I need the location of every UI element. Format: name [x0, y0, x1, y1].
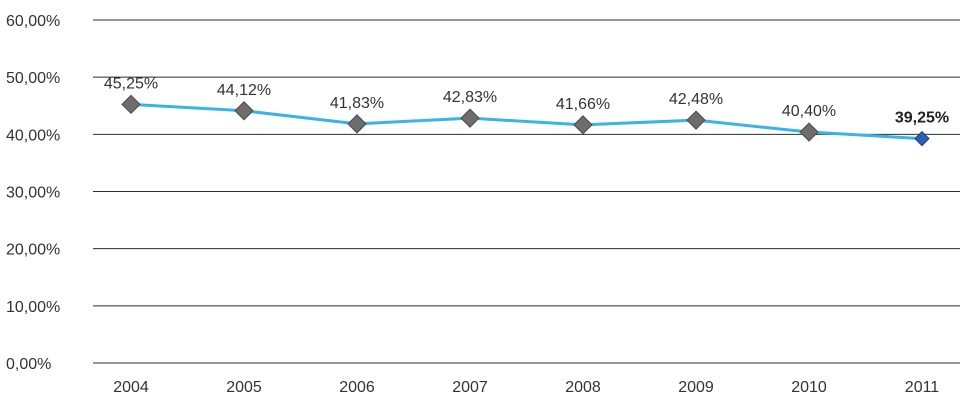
- grid-lines: [93, 19, 960, 364]
- data-label-2011: 39,25%: [895, 110, 949, 127]
- x-tick-label-2007: 2007: [452, 379, 488, 396]
- y-tick-label-10: 10,00%: [6, 299, 60, 316]
- y-tick-label-30: 30,00%: [6, 185, 60, 202]
- x-tick-label-2004: 2004: [113, 379, 149, 396]
- y-tick-label-0: 0,00%: [6, 356, 51, 373]
- x-tick-label-2009: 2009: [678, 379, 714, 396]
- data-label-2004: 45,25%: [104, 75, 158, 92]
- data-point-2009: [686, 110, 706, 130]
- data-point-2005: [234, 101, 254, 121]
- data-point-2004: [121, 94, 141, 115]
- y-tick-label-40: 40,00%: [6, 127, 60, 144]
- data-label-2010: 40,40%: [782, 103, 836, 120]
- data-point-2006: [347, 114, 367, 134]
- data-point-2008: [573, 115, 593, 135]
- data-markers: [121, 94, 930, 147]
- data-label-2008: 41,66%: [556, 96, 610, 113]
- y-tick-label-60: 60,00%: [6, 13, 60, 30]
- data-point-2010: [799, 122, 819, 142]
- x-axis-tick-labels: 2004 2005 2006 2007 2008 2009 2010 2011: [113, 379, 939, 396]
- data-point-2007: [460, 108, 480, 128]
- x-tick-label-2011: 2011: [905, 379, 940, 396]
- series-line-group: [130, 102, 923, 141]
- x-tick-label-2010: 2010: [791, 379, 827, 396]
- data-labels: 45,25% 44,12% 41,83% 42,83% 41,66% 42,48% 40,4…: [104, 75, 949, 126]
- x-tick-label-2008: 2008: [565, 379, 601, 396]
- x-tick-label-2006: 2006: [339, 379, 375, 396]
- x-tick-label-2005: 2005: [226, 379, 262, 396]
- data-label-2006: 41,83%: [330, 95, 384, 112]
- series-line: [130, 102, 923, 141]
- data-label-2007: 42,83%: [443, 89, 497, 106]
- data-point-2011: [914, 130, 930, 147]
- y-tick-label-20: 20,00%: [6, 242, 60, 259]
- data-label-2005: 44,12%: [217, 82, 271, 99]
- y-tick-label-50: 50,00%: [6, 70, 60, 87]
- y-axis-tick-labels: 0,00% 10,00% 20,00% 30,00% 40,00% 50,00% 60,00…: [6, 13, 60, 373]
- data-label-2009: 42,48%: [669, 91, 723, 108]
